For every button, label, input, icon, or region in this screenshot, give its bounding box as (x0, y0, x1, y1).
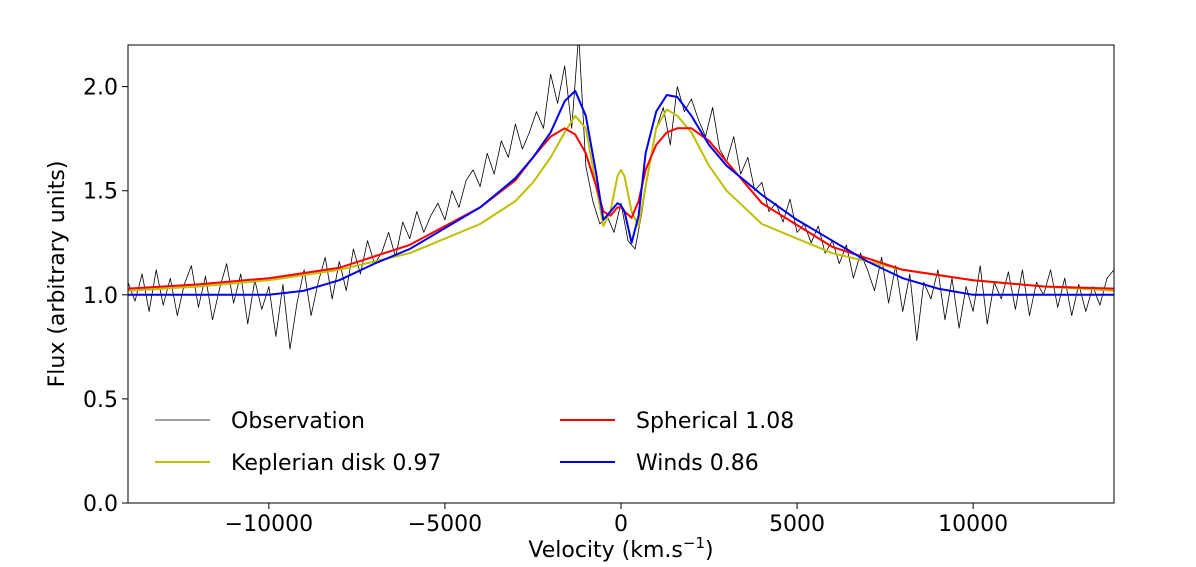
y-tick-label: 2.0 (83, 76, 118, 101)
x-tick-label: 5000 (769, 512, 825, 537)
x-tick-label: −10000 (225, 512, 313, 537)
legend-label: Observation (231, 409, 365, 434)
plot-frame (127, 44, 1115, 504)
series-line-0 (128, 45, 1114, 350)
series-line-2 (128, 127, 1114, 290)
legend-label: Keplerian disk 0.97 (231, 451, 441, 476)
y-tick-label: 1.5 (83, 180, 118, 205)
y-axis: 0.0 0.5 1.0 1.5 2.0 (83, 76, 128, 517)
y-axis-label: Flux (arbitrary units) (45, 161, 70, 388)
y-tick-label: 0.0 (83, 492, 118, 517)
x-tick-label: 10000 (938, 512, 1008, 537)
x-axis: −10000 −5000 0 5000 10000 (225, 503, 1008, 537)
x-tick-label: 0 (614, 512, 628, 537)
y-tick-label: 1.0 (83, 284, 118, 309)
series-line-1 (128, 108, 1114, 292)
y-tick-label: 0.5 (83, 388, 118, 413)
series-line-3 (128, 89, 1114, 296)
legend-label: Spherical 1.08 (636, 409, 794, 434)
legend: Observation Keplerian disk 0.97 Spherical … (155, 409, 794, 476)
legend-label: Winds 0.86 (636, 451, 759, 476)
x-axis-label: Velocity (km.s−1) (528, 534, 713, 563)
series-layer (128, 45, 1114, 350)
x-tick-label: −5000 (408, 512, 482, 537)
